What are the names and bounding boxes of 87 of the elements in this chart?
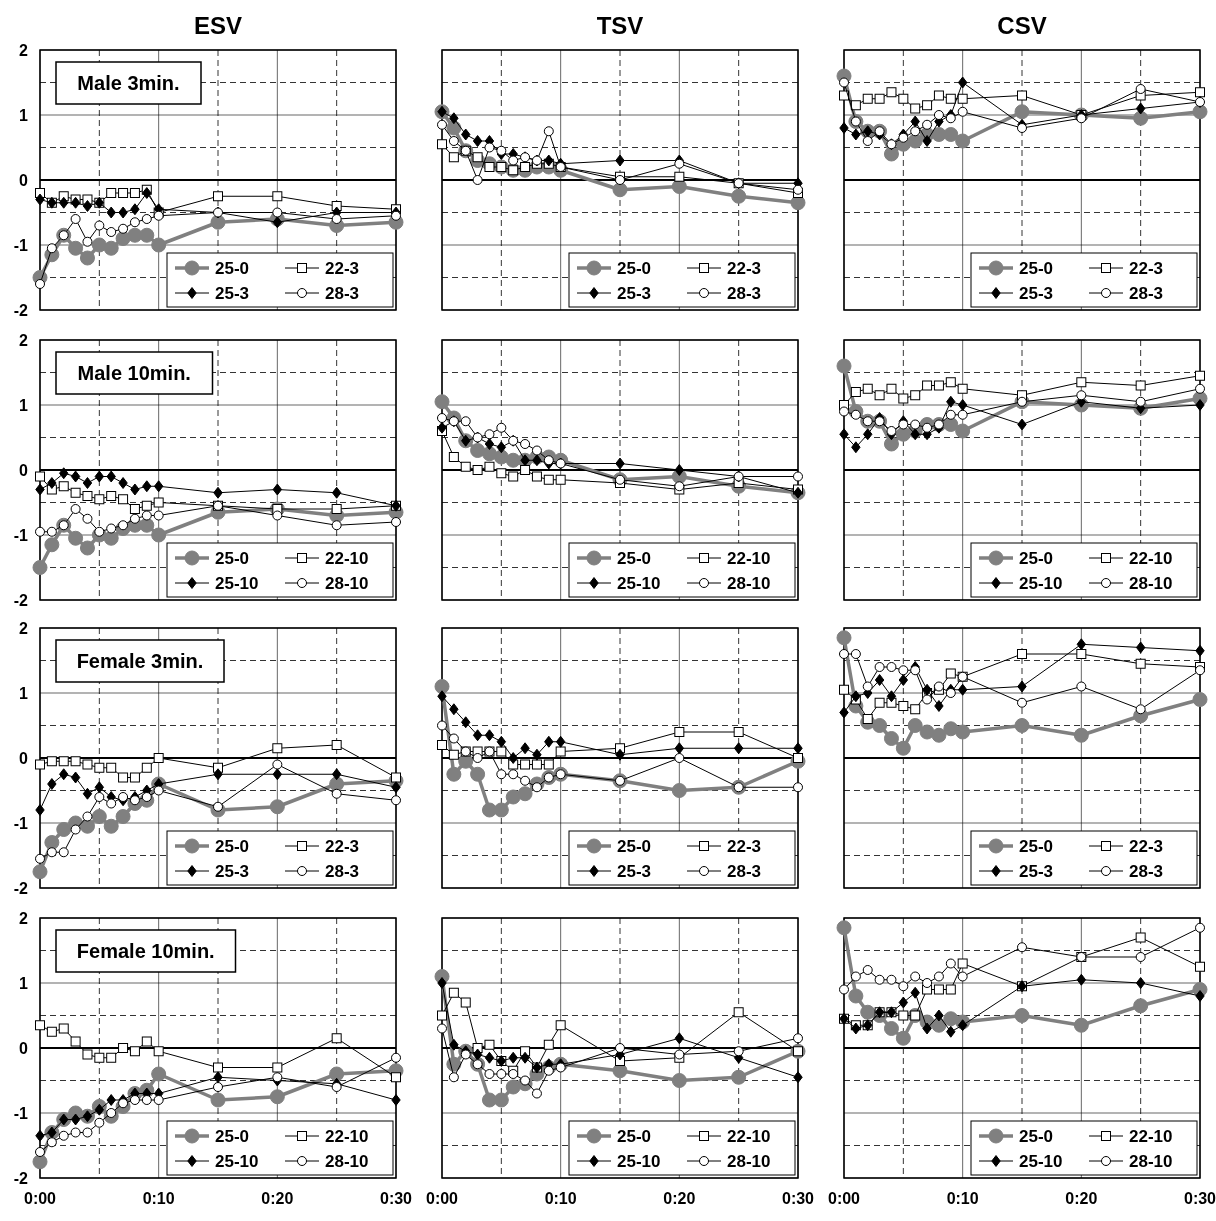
y-tick-label: 2: [19, 42, 29, 59]
x-tick-label: 0:10: [544, 1190, 577, 1207]
legend-label: 22-10: [727, 1127, 771, 1146]
y-tick-label: -1: [13, 815, 29, 832]
legend-label: 28-3: [325, 862, 360, 881]
y-tick-label: 1: [19, 975, 29, 992]
y-tick-label: 1: [19, 685, 29, 702]
y-tick-label: 1: [19, 397, 29, 414]
legend-label: 25-0: [1019, 549, 1054, 568]
legend-label: 25-10: [617, 1152, 661, 1171]
x-tick-label: 0:10: [142, 1190, 175, 1207]
legend-label: 22-3: [325, 259, 360, 278]
annotation: Female 3min.: [76, 650, 204, 672]
legend-label: 28-10: [1129, 574, 1173, 593]
y-tick-label: -2: [13, 1170, 29, 1187]
legend-label: 25-0: [617, 549, 652, 568]
y-tick-label: -2: [13, 592, 29, 609]
legend-label: 22-10: [325, 1127, 369, 1146]
legend-label: 22-3: [727, 259, 762, 278]
legend-label: 25-10: [215, 1152, 259, 1171]
legend-label: 22-10: [1129, 549, 1173, 568]
x-tick-label: 0:00: [23, 1190, 57, 1207]
legend-label: 25-10: [1019, 1152, 1063, 1171]
y-tick-label: -1: [13, 1105, 29, 1122]
x-tick-label: 0:30: [781, 1190, 815, 1207]
x-tick-label: 0:30: [379, 1190, 413, 1207]
y-tick-label: 2: [19, 332, 29, 349]
legend-label: 25-0: [1019, 259, 1054, 278]
legend-label: 22-3: [1129, 837, 1164, 856]
legend-label: 25-3: [617, 862, 652, 881]
y-tick-label: 0: [19, 172, 29, 189]
legend-label: 28-3: [1129, 284, 1164, 303]
x-tick-label: 0:00: [827, 1190, 861, 1207]
x-tick-label: 0:20: [1065, 1190, 1098, 1207]
legend-label: 22-3: [727, 837, 762, 856]
x-tick-label: 0:10: [946, 1190, 979, 1207]
legend-label: 28-10: [325, 574, 369, 593]
y-tick-label: 2: [19, 620, 29, 637]
legend-label: 28-10: [727, 574, 771, 593]
legend-label: 22-3: [325, 837, 360, 856]
legend-label: 28-3: [727, 862, 762, 881]
legend-label: 25-0: [215, 259, 250, 278]
y-tick-label: 0: [19, 462, 29, 479]
y-tick-label: -2: [13, 302, 29, 319]
legend-label: 25-0: [617, 1127, 652, 1146]
legend-label: 22-10: [727, 549, 771, 568]
chart-title: CSV: [997, 12, 1047, 39]
x-tick-label: 0:20: [261, 1190, 294, 1207]
legend-label: 25-0: [215, 1127, 250, 1146]
chart-title: TSV: [596, 12, 644, 39]
legend-label: 25-0: [617, 259, 652, 278]
annotation: Male 10min.: [77, 362, 191, 384]
legend-label: 25-0: [215, 837, 250, 856]
legend-label: 28-3: [325, 284, 360, 303]
x-tick-label: 0:20: [663, 1190, 696, 1207]
legend-label: 28-3: [1129, 862, 1164, 881]
legend-label: 22-10: [1129, 1127, 1173, 1146]
legend-label: 25-0: [215, 549, 250, 568]
legend-label: 28-10: [1129, 1152, 1173, 1171]
legend-label: 25-0: [617, 837, 652, 856]
legend-label: 25-3: [1019, 862, 1054, 881]
legend-label: 28-10: [727, 1152, 771, 1171]
y-tick-label: 0: [19, 1040, 29, 1057]
y-tick-label: 1: [19, 107, 29, 124]
legend-label: 25-3: [1019, 284, 1054, 303]
y-tick-label: 0: [19, 750, 29, 767]
legend-label: 25-3: [215, 862, 250, 881]
y-tick-label: -1: [13, 527, 29, 544]
legend-label: 25-3: [617, 284, 652, 303]
legend-label: 28-10: [325, 1152, 369, 1171]
x-tick-label: 0:00: [425, 1190, 459, 1207]
legend-label: 28-3: [727, 284, 762, 303]
y-tick-label: -2: [13, 880, 29, 897]
annotation: Male 3min.: [77, 72, 180, 94]
legend-label: 25-10: [617, 574, 661, 593]
legend-label: 25-0: [1019, 1127, 1054, 1146]
y-tick-label: -1: [13, 237, 29, 254]
legend-label: 22-10: [325, 549, 369, 568]
legend-label: 25-10: [1019, 574, 1063, 593]
legend-label: 22-3: [1129, 259, 1164, 278]
y-tick-label: 2: [19, 910, 29, 927]
chart-title: ESV: [193, 12, 243, 39]
legend-label: 25-0: [1019, 837, 1054, 856]
annotation: Female 10min.: [76, 940, 215, 962]
legend-label: 25-3: [215, 284, 250, 303]
legend-label: 25-10: [215, 574, 259, 593]
x-tick-label: 0:30: [1183, 1190, 1216, 1207]
